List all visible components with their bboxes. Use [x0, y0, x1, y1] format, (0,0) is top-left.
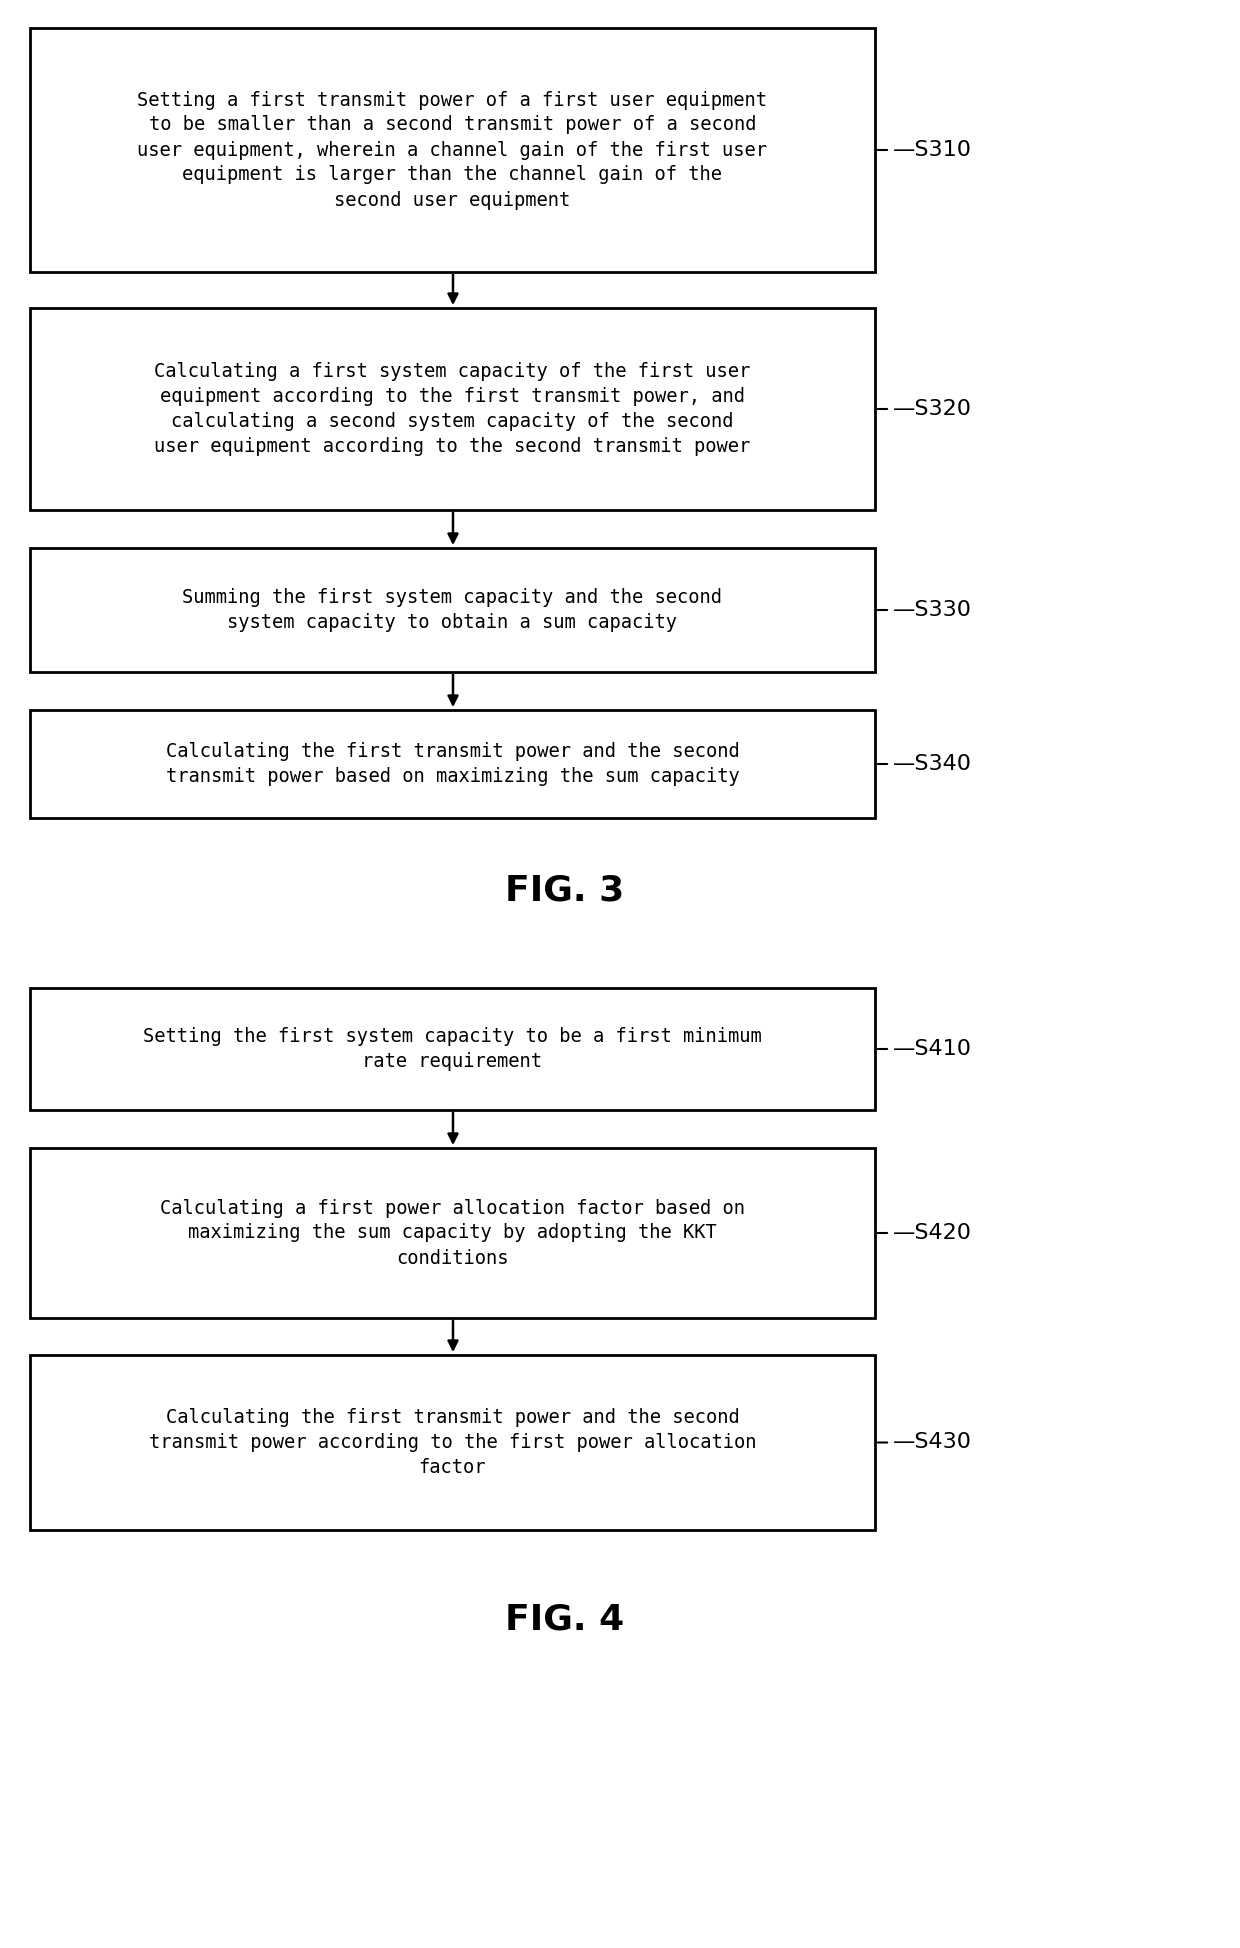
- Text: Calculating a first power allocation factor based on
maximizing the sum capacity: Calculating a first power allocation fac…: [160, 1198, 745, 1268]
- Bar: [30, 709, 875, 818]
- Text: Setting the first system capacity to be a first minimum
rate requirement: Setting the first system capacity to be …: [143, 1027, 761, 1071]
- Bar: [30, 1356, 875, 1529]
- Text: —S330: —S330: [893, 600, 972, 619]
- Text: Setting a first transmit power of a first user equipment
to be smaller than a se: Setting a first transmit power of a firs…: [138, 90, 768, 210]
- Text: Summing the first system capacity and the second
system capacity to obtain a sum: Summing the first system capacity and th…: [182, 588, 723, 631]
- Bar: [30, 1147, 875, 1319]
- Text: —S430: —S430: [893, 1432, 972, 1453]
- Text: —S320: —S320: [893, 399, 972, 419]
- Text: FIG. 4: FIG. 4: [505, 1603, 624, 1636]
- Text: —S340: —S340: [893, 754, 972, 773]
- Text: —S410: —S410: [893, 1038, 972, 1060]
- Text: FIG. 3: FIG. 3: [505, 873, 624, 908]
- Text: Calculating the first transmit power and the second
transmit power according to : Calculating the first transmit power and…: [149, 1408, 756, 1477]
- Text: Calculating a first system capacity of the first user
equipment according to the: Calculating a first system capacity of t…: [154, 362, 750, 456]
- Text: Calculating the first transmit power and the second
transmit power based on maxi: Calculating the first transmit power and…: [166, 742, 739, 785]
- Bar: [30, 988, 875, 1110]
- Bar: [30, 27, 875, 273]
- Bar: [30, 547, 875, 672]
- Text: —S420: —S420: [893, 1223, 972, 1243]
- Text: —S310: —S310: [893, 140, 972, 160]
- Bar: [30, 308, 875, 510]
